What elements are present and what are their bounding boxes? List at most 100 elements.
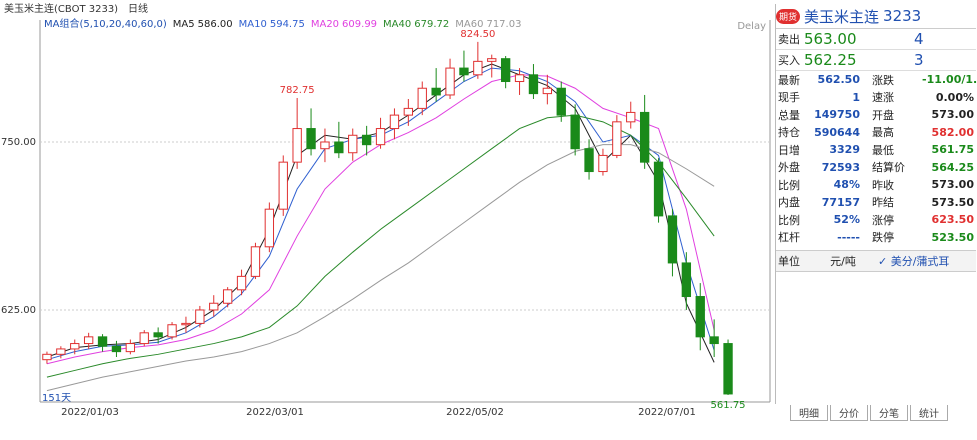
candle-body	[97, 336, 108, 347]
candle-body	[389, 114, 400, 130]
stat-cell: 561.75	[931, 143, 974, 157]
stat-row: 总量 149750 开盘 573.00	[776, 106, 976, 124]
stat-cell: 52%	[833, 213, 860, 227]
candle-body	[83, 336, 94, 345]
candle-body	[209, 302, 219, 311]
candle-body	[167, 324, 177, 338]
candle-body	[222, 289, 233, 304]
stat-cell: 最高	[872, 126, 894, 140]
panel-header: 期货 美玉米主连 3233	[776, 4, 976, 29]
stat-cell: 573.00	[931, 108, 974, 122]
candle-body	[487, 58, 497, 62]
candle-body	[723, 343, 733, 395]
stat-row: 比例 48% 昨收 573.00	[776, 176, 976, 194]
legend-value: 717.03	[486, 19, 521, 30]
stat-cell: 外盘	[778, 161, 800, 175]
unit-label: 单位	[778, 255, 800, 268]
tab[interactable]: 分笔	[870, 405, 908, 421]
legend-name: MA40	[383, 19, 411, 30]
stat-cell: 总量	[778, 108, 800, 122]
candle-body	[653, 161, 664, 217]
annotation: 782.75	[280, 85, 315, 96]
stat-cell: 573.00	[931, 178, 974, 192]
candle-body	[528, 74, 539, 95]
candle-body	[459, 67, 469, 76]
candle-body	[667, 215, 678, 264]
legend: MA组合(5,10,20,40,60,0) MA5 586.00 MA10 594.75…	[44, 17, 521, 30]
unit-option[interactable]: ✓ 美分/蒲式耳	[878, 255, 950, 268]
tab[interactable]: 分价	[830, 405, 868, 421]
candle-body	[431, 87, 441, 96]
x-tick-label: 2022/01/03	[61, 407, 119, 418]
unit-row: 单位 元/吨 ✓ 美分/蒲式耳	[776, 250, 976, 272]
instrument-code: 3233	[883, 7, 922, 25]
stat-row: 日增 3329 最低 561.75	[776, 141, 976, 159]
stat-cell: 562.50	[817, 73, 860, 87]
candle-body	[125, 343, 136, 353]
legend-name: MA10	[239, 19, 267, 30]
quote-cell: 563.00	[804, 30, 857, 48]
stat-cell: 杠杆	[778, 231, 800, 245]
period[interactable]: 日线	[128, 2, 148, 15]
stat-row: 持仓 590644 最高 582.00	[776, 124, 976, 142]
stat-cell: 内盘	[778, 196, 800, 210]
candle-body	[348, 134, 358, 154]
stat-cell: 590644	[814, 125, 860, 139]
legend-name: MA20	[311, 19, 339, 30]
annotation: 561.75	[711, 400, 746, 411]
candle-body	[181, 322, 191, 326]
stat-cell: 昨结	[872, 196, 894, 210]
candle-body	[334, 141, 344, 154]
y-tick-label: 750.00	[1, 137, 36, 148]
stat-cell: 比例	[778, 213, 800, 227]
candle-body	[250, 246, 261, 277]
candle-body	[111, 345, 122, 353]
candle-body	[612, 121, 622, 156]
stat-row: 内盘 77157 昨结 573.50	[776, 194, 976, 212]
candle-body	[500, 58, 511, 83]
stat-cell: 最低	[872, 143, 894, 157]
legend-value: 594.75	[270, 19, 305, 30]
stat-cell: 623.50	[931, 213, 974, 227]
candle-body	[320, 141, 330, 150]
stat-cell: 149750	[814, 108, 860, 122]
quote-panel: 期货 美玉米主连 3233 卖出 563.00 4 买入 562.25 3 最新 562.50 涨跌 -…	[775, 4, 977, 404]
quote-row: 买入 562.25 3	[776, 50, 976, 71]
stat-cell: 跌停	[872, 231, 894, 245]
tabs: 明细 分价 分笔 统计	[790, 405, 948, 421]
stat-cell: 582.00	[931, 125, 974, 139]
candle-body	[473, 60, 483, 76]
candle-body	[278, 161, 288, 210]
tab[interactable]: 统计	[910, 405, 948, 421]
candle-body	[626, 111, 636, 123]
candle-body	[514, 74, 525, 83]
candle-body	[70, 343, 80, 350]
chart-bg	[0, 0, 772, 425]
stat-cell: 持仓	[778, 126, 800, 140]
stat-cell: 3329	[829, 143, 860, 157]
candle-body	[153, 332, 163, 338]
quote-cell: 4	[914, 30, 924, 48]
stat-cell: 日增	[778, 143, 800, 157]
candle-body	[403, 107, 414, 116]
legend-value: 679.72	[414, 19, 449, 30]
stat-cell: 564.25	[931, 160, 974, 174]
candle-body	[598, 154, 608, 173]
quote-row: 卖出 563.00 4	[776, 29, 976, 50]
candle-body	[542, 87, 553, 95]
tab[interactable]: 明细	[790, 405, 828, 421]
annotation: 824.50	[460, 29, 495, 40]
legend-value: 609.99	[342, 19, 377, 30]
legend-title: MA组合(5,10,20,40,60,0)	[44, 17, 167, 30]
x-tick-label: 2022/05/02	[446, 407, 504, 418]
stat-row: 现手 1 速涨 0.00%	[776, 89, 976, 107]
unit-value: 元/吨	[830, 255, 856, 268]
delay: Delay	[737, 21, 766, 32]
ma-line	[46, 144, 715, 392]
stat-cell: 比例	[778, 178, 800, 192]
stat-cell: 573.50	[931, 195, 974, 209]
y-tick-label: 625.00	[1, 305, 36, 316]
instrument-name: 美玉米主连	[804, 7, 880, 26]
stat-row: 比例 52% 涨停 623.50	[776, 211, 976, 229]
